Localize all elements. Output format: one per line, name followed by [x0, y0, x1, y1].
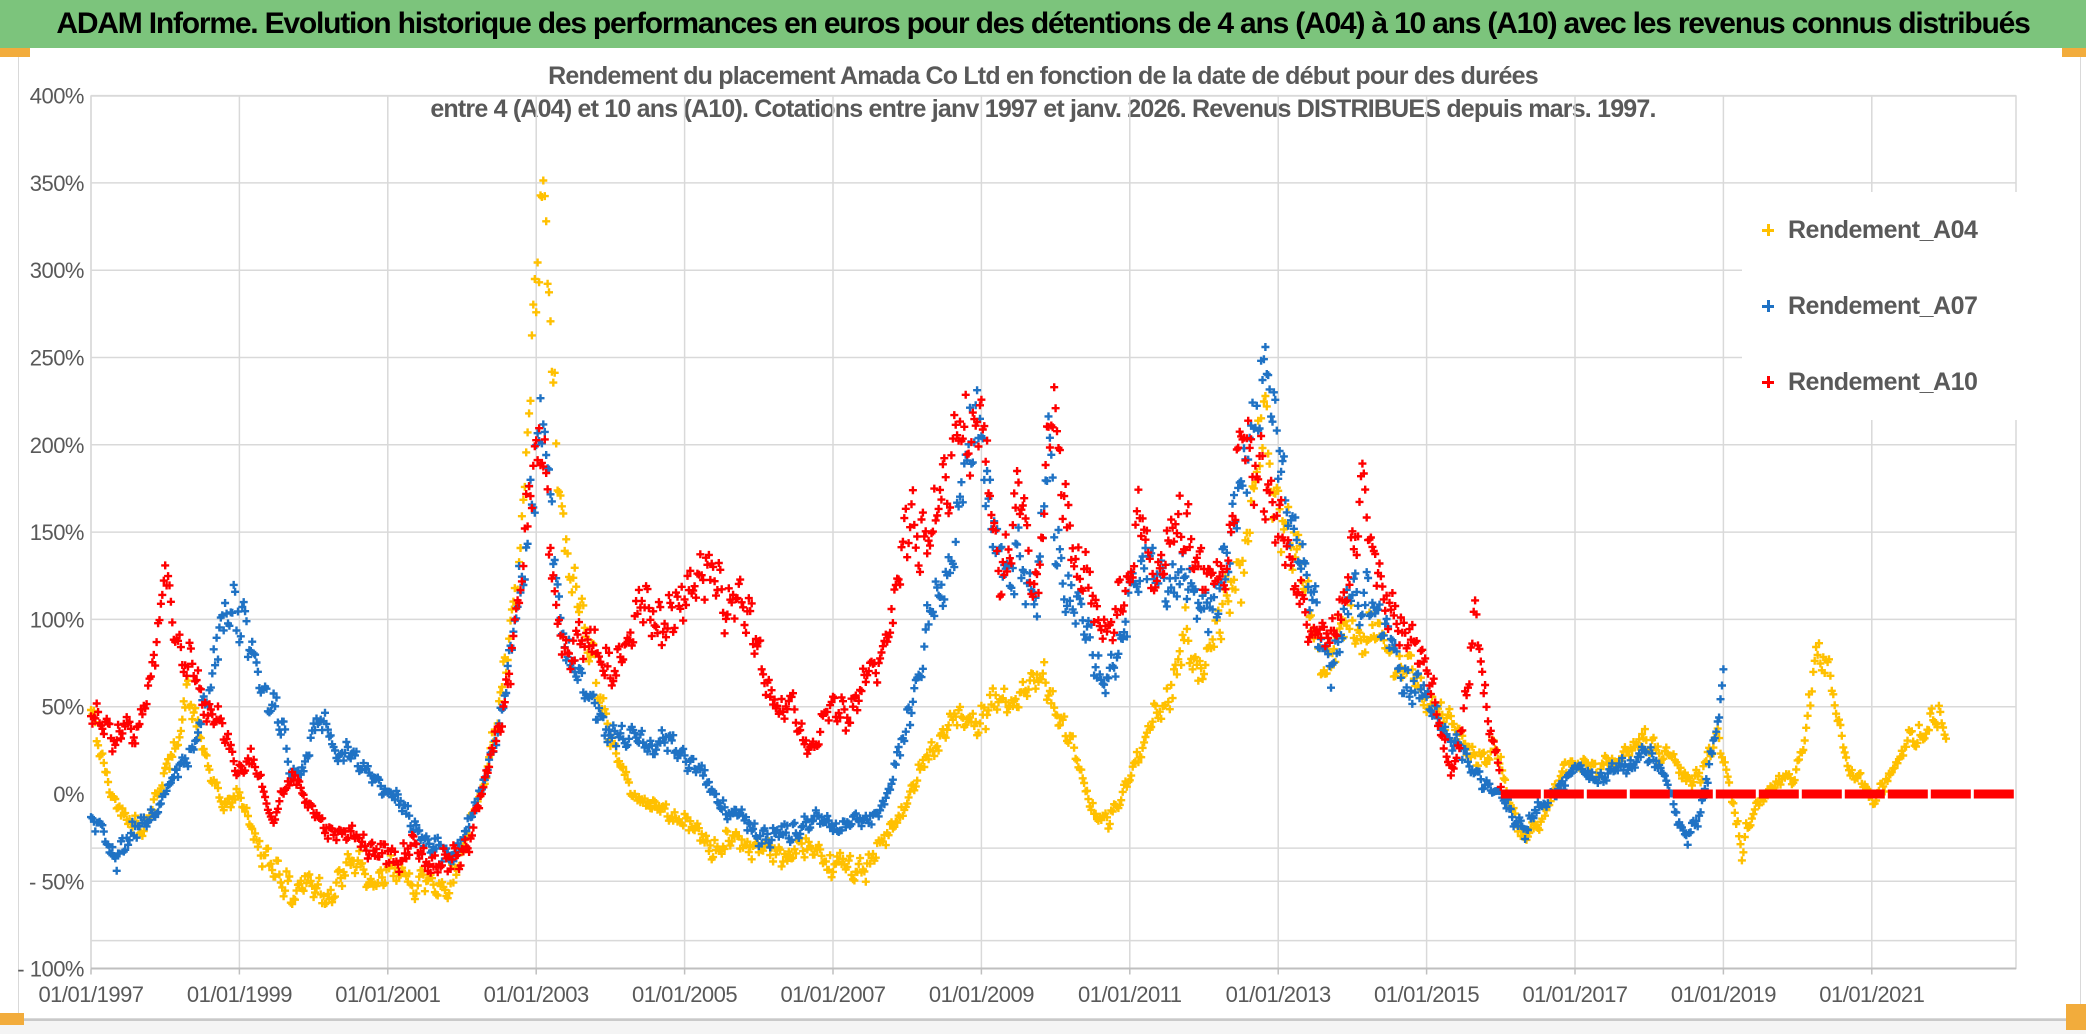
x-axis-label: 01/01/2019: [1671, 982, 1776, 1007]
y-axis-label: 100%: [30, 607, 84, 632]
header-banner-title: ADAM Informe. Evolution historique des p…: [56, 7, 2030, 40]
selection-handle-bottom-right[interactable]: [2066, 1004, 2086, 1030]
y-axis-label: - 50%: [29, 869, 84, 894]
chart-title-line1: Rendement du placement Amada Co Ltd en f…: [548, 62, 1539, 90]
header-banner: ADAM Informe. Evolution historique des p…: [0, 0, 2086, 48]
legend-label: Rendement_A04: [1788, 215, 1978, 244]
legend-label: Rendement_A07: [1788, 291, 1978, 320]
chart-title: Rendement du placement Amada Co Ltd en f…: [0, 60, 2086, 126]
y-axis-label: 0%: [53, 782, 84, 807]
y-axis-label: 250%: [30, 346, 84, 371]
x-axis-label: 01/01/1999: [187, 982, 292, 1007]
chart-legend: Rendement_A04 Rendement_A07 Rendement_A1…: [1742, 192, 2064, 420]
series-rendement_a04: [87, 176, 1950, 908]
x-axis-label: 01/01/2011: [1078, 982, 1182, 1007]
x-axis-label: 01/01/2005: [632, 982, 737, 1007]
selection-handle-bottom-left[interactable]: [0, 1013, 24, 1025]
chart-title-line2: entre 4 (A04) et 10 ans (A10). Cotations…: [430, 95, 1656, 123]
series-rendement_a10: [87, 383, 1505, 877]
x-axis-label: 01/01/2013: [1226, 982, 1331, 1007]
legend-item-rendement-a07[interactable]: Rendement_A07: [1742, 276, 2064, 336]
legend-item-rendement-a04[interactable]: Rendement_A04: [1742, 200, 2064, 260]
chart-card: [18, 50, 2081, 1019]
y-axis-label: 50%: [41, 695, 84, 720]
x-axis-label: 01/01/2007: [780, 982, 885, 1007]
x-axis-label: 01/01/2001: [335, 982, 440, 1007]
plus-marker-icon: [1760, 374, 1776, 390]
x-axis-label: 01/01/2009: [929, 982, 1034, 1007]
plus-marker-icon: [1760, 222, 1776, 238]
selection-handle-top-right[interactable]: [2062, 48, 2086, 57]
y-axis-label: 150%: [30, 520, 84, 545]
legend-label: Rendement_A10: [1788, 367, 1978, 396]
y-axis-label: 300%: [30, 258, 84, 283]
bottom-strip: [0, 1019, 2086, 1034]
selection-handle-top-left[interactable]: [0, 48, 30, 57]
y-axis-label: 350%: [30, 171, 84, 196]
legend-item-rendement-a10[interactable]: Rendement_A10: [1742, 352, 2064, 412]
x-axis-label: 01/01/2017: [1522, 982, 1627, 1007]
y-axis-label: - 100%: [17, 957, 84, 982]
series-rendement_a07: [87, 343, 1728, 875]
y-axis-label: 200%: [30, 433, 84, 458]
x-axis-label: 01/01/1997: [38, 982, 143, 1007]
x-axis-label: 01/01/2021: [1819, 982, 1924, 1007]
y-axis-label: 400%: [30, 84, 84, 109]
x-axis-label: 01/01/2015: [1374, 982, 1479, 1007]
x-axis-label: 01/01/2003: [484, 982, 589, 1007]
plus-marker-icon: [1760, 298, 1776, 314]
